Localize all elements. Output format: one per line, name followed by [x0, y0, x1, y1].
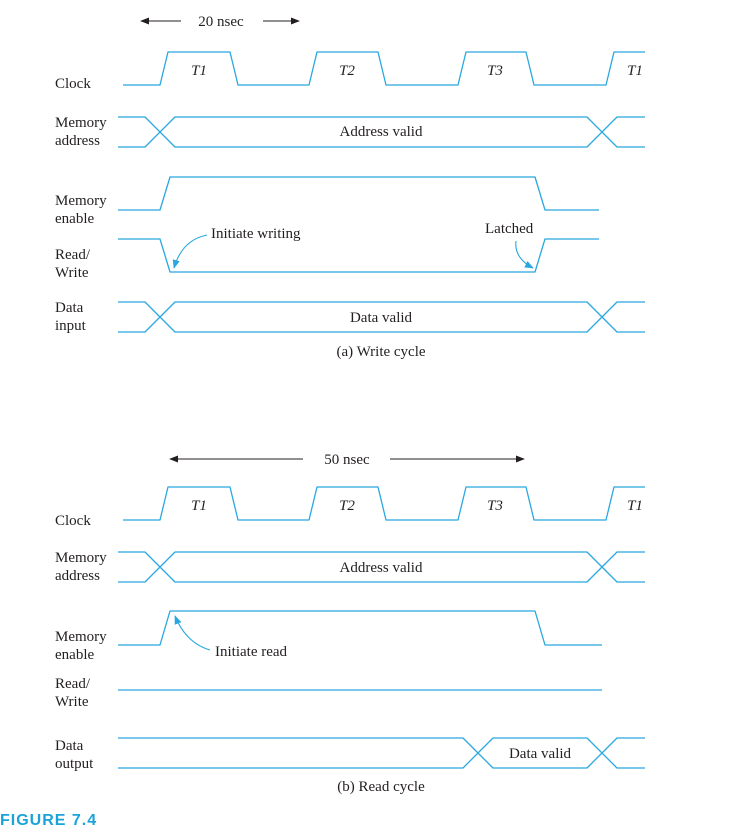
write-data-label: Data — [55, 300, 84, 316]
write-memory-address-label: address — [55, 133, 100, 149]
read-memory-address-label: Memory — [55, 550, 107, 566]
figure-label: FIGURE 7.4 — [0, 812, 98, 829]
write-memory-enable-label: Memory — [55, 193, 107, 209]
write-read-write-waveform — [118, 238, 599, 273]
write-period-label: T2 — [339, 63, 355, 79]
initiate-read-arrow — [174, 615, 211, 651]
write-data-label: input — [55, 318, 86, 334]
read-memory-enable-waveform — [118, 610, 602, 646]
read-period-label: T1 — [191, 498, 207, 514]
write-clock-waveform — [123, 51, 645, 86]
latched-annotation: Latched — [485, 221, 534, 237]
read-memory-enable-label: enable — [55, 647, 95, 663]
read-period-label: T1 — [627, 498, 643, 514]
initiate-read-annotation: Initiate read — [215, 644, 288, 660]
initiate-writing-arrow — [172, 234, 208, 269]
read-address-valid-text: Address valid — [339, 560, 423, 576]
write-address-bus — [118, 116, 645, 148]
write-memory-address-label: Memory — [55, 115, 107, 131]
write-data-bus — [118, 301, 645, 333]
write-memory-enable-label: enable — [55, 211, 95, 227]
read-clock-label: Clock — [55, 513, 91, 529]
read-memory-address-label: address — [55, 568, 100, 584]
read-period-label: T2 — [339, 498, 355, 514]
write-memory-enable-waveform — [118, 176, 599, 211]
write-read-write-label: Read/ — [55, 247, 90, 263]
write-clock-label: Clock — [55, 76, 91, 92]
write-period-label: T1 — [191, 63, 207, 79]
latched-arrow — [515, 240, 534, 269]
read-period-label: T3 — [487, 498, 503, 514]
read-memory-enable-label: Memory — [55, 629, 107, 645]
write-cycle-caption: (a) Write cycle — [336, 344, 426, 360]
read-clock-waveform — [123, 486, 645, 521]
read-data-label: output — [55, 756, 94, 772]
write-period-label: T1 — [627, 63, 643, 79]
read-address-bus — [118, 551, 645, 583]
write-data-valid-text: Data valid — [349, 310, 413, 326]
read-timing-label: 50 nsec — [324, 452, 370, 468]
read-data-valid-text: Data valid — [508, 746, 572, 762]
initiate-writing-annotation: Initiate writing — [211, 226, 301, 242]
write-period-label: T3 — [487, 63, 503, 79]
read-data-bus — [118, 737, 645, 769]
write-timing-label: 20 nsec — [198, 14, 244, 30]
read-data-label: Data — [55, 738, 84, 754]
read-cycle-caption: (b) Read cycle — [337, 779, 425, 795]
write-address-valid-text: Address valid — [339, 124, 423, 140]
read-read-write-label: Read/ — [55, 676, 90, 692]
read-read-write-label: Write — [55, 694, 89, 710]
write-read-write-label: Write — [55, 265, 89, 281]
